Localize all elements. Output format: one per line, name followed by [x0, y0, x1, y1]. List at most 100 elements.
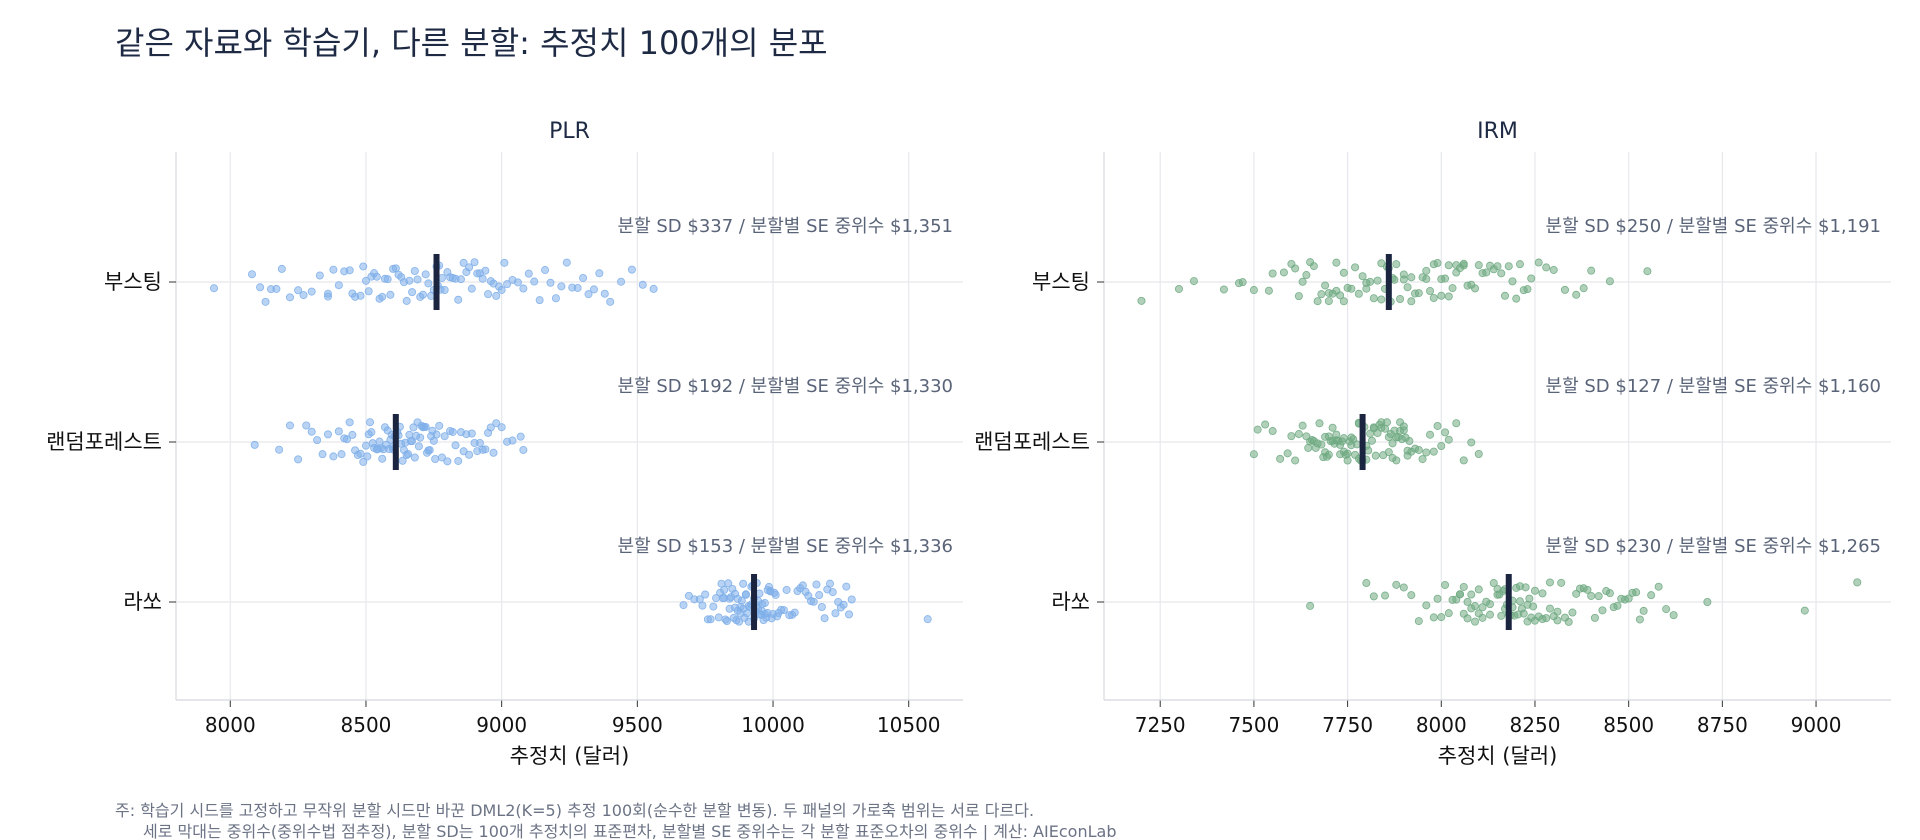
- estimate-point: [1291, 456, 1300, 465]
- estimate-point: [1336, 440, 1345, 449]
- estimate-point: [425, 446, 434, 455]
- estimate-point: [1298, 277, 1307, 286]
- estimate-point: [414, 442, 423, 451]
- estimate-point: [435, 421, 444, 430]
- footnote-line-1: 주: 학습기 시드를 고정하고 무작위 분할 시드만 바꾼 DML2(K=5) …: [115, 801, 1034, 820]
- estimate-point: [1392, 260, 1401, 269]
- estimate-point: [1456, 590, 1465, 599]
- estimate-point: [1441, 580, 1450, 589]
- estimate-point: [467, 284, 476, 293]
- estimate-point: [1403, 283, 1412, 292]
- estimate-point: [1635, 615, 1644, 624]
- estimate-point: [410, 267, 419, 276]
- estimate-point: [1249, 450, 1258, 459]
- estimate-point: [486, 423, 495, 432]
- estimate-point: [1632, 588, 1641, 597]
- estimate-point: [1377, 295, 1386, 304]
- estimate-point: [530, 277, 539, 286]
- estimate-point: [519, 284, 528, 293]
- median-bar: [1359, 414, 1366, 470]
- estimate-point: [1347, 284, 1356, 293]
- median-bar: [751, 574, 758, 630]
- estimate-point: [285, 293, 294, 302]
- estimate-point: [1437, 613, 1446, 622]
- estimate-point: [1309, 262, 1318, 271]
- estimate-point: [714, 613, 723, 622]
- x-tick-label: 9000: [476, 713, 527, 737]
- estimate-point: [557, 282, 566, 291]
- estimate-point: [1587, 266, 1596, 275]
- estimate-point: [285, 421, 294, 430]
- estimate-point: [584, 290, 593, 299]
- x-tick-label: 10000: [741, 713, 805, 737]
- estimate-point: [508, 436, 517, 445]
- estimate-point: [1452, 419, 1461, 428]
- estimate-point: [1339, 297, 1348, 306]
- estimate-point: [1367, 436, 1376, 445]
- estimate-point: [573, 283, 582, 292]
- estimate-point: [1486, 610, 1495, 619]
- estimate-point: [1542, 263, 1551, 272]
- estimate-point: [1549, 265, 1558, 274]
- estimate-point: [1373, 276, 1382, 285]
- chart-title: 같은 자료와 학습기, 다른 분할: 추정치 100개의 분포: [115, 24, 828, 62]
- split-stats-annotation: 분할 SD $230 / 분할별 SE 중위수 $1,265: [1546, 536, 1881, 557]
- estimate-point: [484, 290, 493, 299]
- estimate-point: [828, 588, 837, 597]
- estimate-point: [1463, 614, 1472, 623]
- estimate-point: [294, 455, 303, 464]
- estimate-point: [779, 606, 788, 615]
- estimate-point: [1444, 292, 1453, 301]
- estimate-point: [470, 258, 479, 267]
- estimate-point: [424, 279, 433, 288]
- estimate-point: [405, 276, 414, 285]
- estimate-point: [1422, 266, 1431, 275]
- estimate-point: [1474, 609, 1483, 618]
- estimate-point: [299, 291, 308, 300]
- category-label: 랜덤포레스트: [974, 430, 1090, 454]
- estimate-point: [1538, 589, 1547, 598]
- estimate-point: [272, 284, 281, 293]
- category-label: 부스팅: [1032, 270, 1090, 294]
- estimate-point: [1399, 270, 1408, 279]
- estimate-point: [1448, 284, 1457, 293]
- estimate-point: [1422, 601, 1431, 610]
- estimate-point: [513, 278, 522, 287]
- estimate-point: [1459, 259, 1468, 268]
- estimate-point: [1444, 609, 1453, 618]
- estimate-point: [1422, 448, 1431, 457]
- estimate-point: [1343, 456, 1352, 465]
- estimate-point: [500, 258, 509, 267]
- panel-irm: 7250 7500 7750 8000 8250 8500 8750 9000 IRM 추정치 (…: [974, 119, 1891, 768]
- x-tick-label: 8750: [1697, 713, 1748, 737]
- estimate-point: [459, 258, 468, 267]
- estimate-point: [1590, 613, 1599, 622]
- estimate-point: [402, 296, 411, 305]
- estimate-point: [600, 289, 609, 298]
- estimate-point: [1414, 445, 1423, 454]
- estimate-point: [478, 274, 487, 283]
- estimate-point: [1324, 288, 1333, 297]
- split-stats-annotation: 분할 SD $192 / 분할별 SE 중위수 $1,330: [618, 376, 953, 397]
- estimate-point: [1426, 286, 1435, 295]
- estimate-point: [1377, 259, 1386, 268]
- estimate-point: [313, 436, 322, 445]
- estimate-point: [247, 270, 256, 279]
- estimate-point: [1302, 271, 1311, 280]
- estimate-point: [307, 287, 316, 296]
- estimate-point: [739, 579, 748, 588]
- estimate-point: [1486, 600, 1495, 609]
- estimate-point: [1482, 268, 1491, 277]
- estimate-point: [1174, 284, 1183, 293]
- estimate-point: [1414, 617, 1423, 626]
- estimate-point: [465, 450, 474, 459]
- split-stats-annotation: 분할 SD $337 / 분할별 SE 중위수 $1,351: [618, 216, 953, 237]
- estimate-point: [1508, 277, 1517, 286]
- estimate-point: [698, 601, 707, 610]
- estimate-point: [398, 456, 407, 465]
- estimate-point: [1853, 578, 1862, 587]
- estimate-point: [318, 450, 327, 459]
- estimate-point: [725, 604, 734, 613]
- estimate-point: [361, 441, 370, 450]
- estimate-point: [1444, 435, 1453, 444]
